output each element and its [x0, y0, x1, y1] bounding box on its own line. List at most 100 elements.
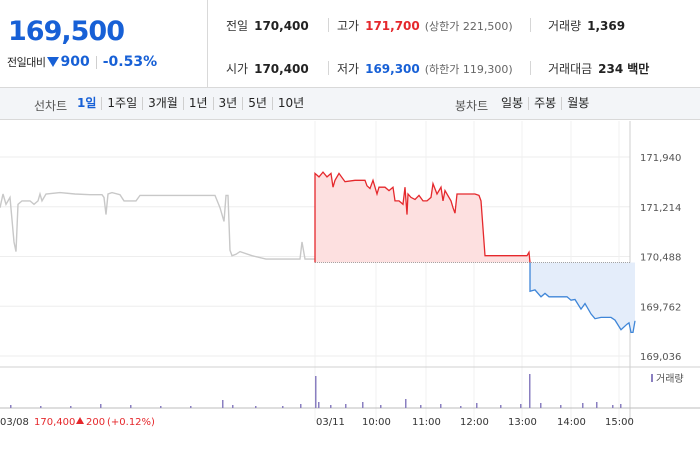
stat-prev-close: 전일 170,400 [226, 17, 309, 34]
period-tab[interactable]: 1년 [182, 97, 213, 110]
volume-bar [405, 399, 407, 408]
volume-bar [612, 405, 614, 408]
x-tick-label: 10:00 [362, 417, 391, 428]
volume-bar [255, 406, 257, 408]
y-tick-label: 171,940 [640, 153, 681, 164]
period-tab[interactable]: 5년 [242, 97, 272, 110]
volume-bar [40, 406, 42, 408]
volume-bar [190, 406, 192, 408]
volume-bar [500, 405, 502, 408]
volume-bar [100, 404, 102, 408]
volume-bar [529, 374, 531, 408]
x-tick-label: 14:00 [557, 417, 586, 428]
prev-day-series [0, 191, 315, 260]
volume-bar [620, 404, 622, 408]
up-triangle-icon [76, 417, 84, 424]
candle-period-tab[interactable]: 주봉 [528, 97, 561, 110]
lower-limit: (하한가 119,300) [424, 63, 513, 76]
down-triangle-icon [47, 57, 60, 67]
volume-bar [476, 403, 478, 408]
volume-bar [315, 376, 317, 408]
candle-period-tab[interactable]: 일봉 [501, 96, 524, 110]
stat-value: 170,400 [254, 62, 309, 76]
volume-bar [596, 402, 598, 408]
y-tick-label: 169,762 [640, 302, 681, 313]
volume-bar [345, 404, 347, 408]
stat-label: 전일 [226, 19, 249, 33]
volume-bar [130, 405, 132, 408]
volume-bar [420, 405, 422, 408]
stat-label: 시가 [226, 62, 249, 76]
volume-bar [282, 406, 284, 408]
x-tick-label: 11:00 [412, 417, 441, 428]
candle-period-tabs: 일봉 주봉 월봉 [496, 97, 594, 110]
period-tab[interactable]: 10년 [271, 97, 309, 110]
up-line [314, 171, 531, 263]
stat-value: 234 [598, 62, 624, 76]
down-line [529, 262, 636, 334]
divider [530, 61, 531, 75]
volume-bar [160, 406, 162, 408]
volume-bar [460, 406, 462, 408]
stat-high: 고가 171,700 (상한가 221,500) [337, 17, 513, 34]
quote-panel: 169,500 전일대비 900 -0.53% 전일 170,400 고가 17… [0, 0, 700, 88]
down-area [530, 262, 635, 333]
volume-bar [300, 404, 302, 408]
stat-value: 1,369 [587, 19, 626, 33]
x-axis: 03/11 10:00 11:00 12:00 13:00 14:00 15:00 03/08… [0, 417, 634, 428]
price-chart: 171,940 171,214 170,488 169,762 169,036 거래량 … [0, 121, 700, 450]
stat-volume: 거래량 1,369 [548, 17, 625, 34]
y-axis: 171,940 171,214 170,488 169,762 169,036 [640, 153, 681, 363]
divider [530, 18, 531, 32]
x-tick-label: 15:00 [605, 417, 634, 428]
period-tab[interactable]: 3년 [212, 97, 243, 110]
y-tick-label: 171,214 [640, 203, 681, 214]
stat-label: 저가 [337, 62, 360, 76]
divider [328, 18, 329, 32]
stat-open: 시가 170,400 [226, 60, 309, 77]
divider [328, 61, 329, 75]
change-label: 전일대비 [7, 56, 46, 69]
stat-low: 저가 169,300 (하한가 119,300) [337, 60, 513, 77]
y-tick-label: 169,036 [640, 352, 681, 363]
stat-label: 거래대금 [548, 62, 593, 76]
change-value: 900 [60, 54, 90, 70]
volume-bar [380, 405, 382, 408]
x-tick-label: 03/11 [316, 417, 345, 428]
volume-bar [520, 404, 522, 408]
today-series [314, 171, 636, 334]
stat-value: 171,700 [365, 19, 420, 33]
stat-unit: 백만 [627, 62, 650, 76]
period-tab[interactable]: 1일 [77, 96, 97, 110]
volume-bar [318, 402, 320, 408]
stat-label: 거래량 [548, 19, 582, 33]
stat-value: 170,400 [254, 19, 309, 33]
prev-day-change: 200 [86, 417, 105, 428]
x-tick-label: 13:00 [508, 417, 537, 428]
period-bar: 선차트 1일 1주일 3개월 1년 3년 5년 10년 봉차트 일봉 주봉 월봉 [0, 88, 700, 120]
prev-day-rate: (+0.12%) [107, 417, 155, 428]
volume-legend-swatch [651, 374, 653, 382]
candle-period-tab[interactable]: 월봉 [561, 97, 594, 110]
stat-value: 169,300 [365, 62, 420, 76]
change-row: 전일대비 900 -0.53% [7, 54, 157, 70]
change-rate: -0.53% [102, 54, 158, 70]
price-box: 169,500 전일대비 900 -0.53% [0, 0, 208, 88]
x-tick-label: 12:00 [460, 417, 489, 428]
prev-day-close: 170,400 [34, 417, 75, 428]
stat-amount: 거래대금 234 백만 [548, 60, 649, 77]
volume-bar [330, 405, 332, 408]
current-price: 169,500 [8, 16, 125, 47]
line-chart-label: 선차트 [34, 99, 68, 113]
volume-bar [232, 405, 234, 408]
prev-day-line [0, 191, 315, 260]
period-tab[interactable]: 3개월 [142, 97, 183, 110]
volume-legend: 거래량 [656, 373, 684, 385]
divider [95, 55, 97, 69]
stat-label: 고가 [337, 19, 360, 33]
period-tab[interactable]: 1주일 [101, 97, 142, 110]
volume-panel: 거래량 [10, 373, 684, 408]
volume-bar [440, 404, 442, 408]
volume-bar [362, 402, 364, 408]
